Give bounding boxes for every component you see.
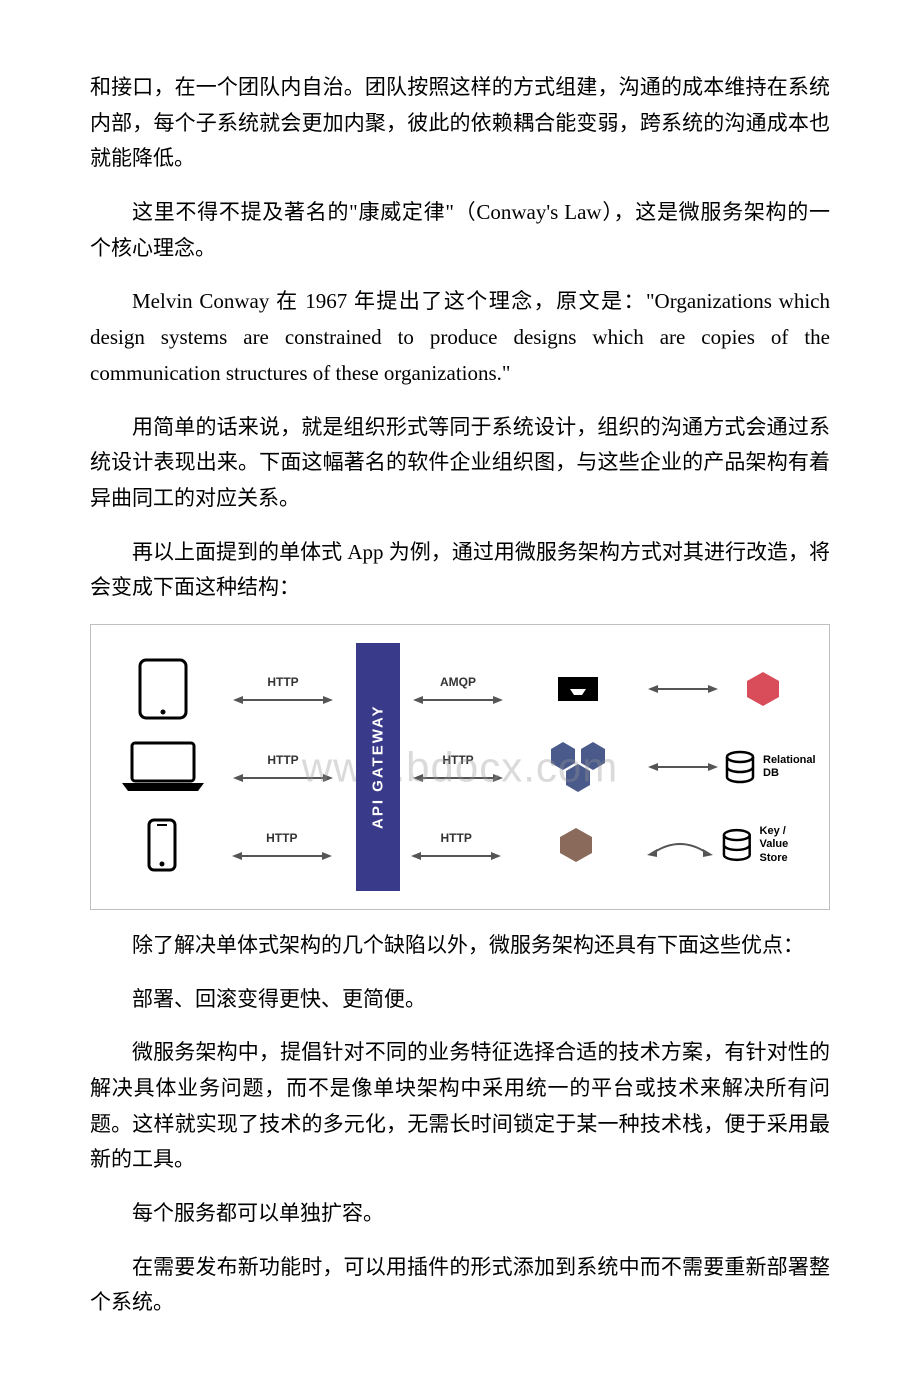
bidir-arrow-icon <box>413 694 503 706</box>
db-label: Key / ValueStore <box>760 825 817 865</box>
bidir-arrow-icon <box>232 850 332 862</box>
paragraph: 每个服务都可以单独扩容。 <box>90 1196 830 1232</box>
phone-icon <box>146 817 178 873</box>
bidir-arrow-icon <box>233 772 333 784</box>
laptop-icon <box>118 739 208 795</box>
diagram-row: HTTP HTTP <box>103 813 817 877</box>
protocol-label: HTTP <box>267 672 298 692</box>
architecture-diagram: www.bdocx.com API GATEWAY HTTP AMQP <box>90 624 830 910</box>
bidir-arrow-icon <box>233 694 333 706</box>
bidir-arrow-icon <box>411 850 501 862</box>
api-gateway-block: API GATEWAY <box>356 643 400 891</box>
paragraph: 部署、回滚变得更快、更简便。 <box>90 982 830 1018</box>
protocol-label: HTTP <box>267 750 298 770</box>
bidir-arrow-icon <box>413 772 503 784</box>
database-icon <box>720 828 754 862</box>
protocol-label: AMQP <box>440 672 476 692</box>
bidir-arrow-icon <box>648 683 718 695</box>
paragraph: Melvin Conway 在 1967 年提出了这个理念，原文是："Organ… <box>90 284 830 391</box>
protocol-label: HTTP <box>266 828 297 848</box>
api-gateway-label: API GATEWAY <box>365 705 391 830</box>
protocol-label: HTTP <box>442 750 473 770</box>
hexagon-icon <box>556 825 596 865</box>
protocol-label: HTTP <box>441 828 472 848</box>
paragraph: 除了解决单体式架构的几个缺陷以外，微服务架构还具有下面这些优点： <box>90 928 830 964</box>
paragraph: 用简单的话来说，就是组织形式等同于系统设计，组织的沟通方式会通过系统设计表现出来… <box>90 410 830 517</box>
paragraph: 微服务架构中，提倡针对不同的业务特征选择合适的技术方案，有针对性的解决具体业务问… <box>90 1035 830 1178</box>
paragraph: 和接口，在一个团队内自治。团队按照这样的方式组建，沟通的成本维持在系统内部，每个… <box>90 70 830 177</box>
bidir-arrow-icon <box>648 761 718 773</box>
paragraph: 这里不得不提及著名的"康威定律"（Conway's Law），这是微服务架构的一… <box>90 195 830 266</box>
db-label: RelationalDB <box>763 754 816 780</box>
hexagon-icon <box>743 669 783 709</box>
curved-arrow-icon <box>645 833 715 857</box>
tablet-icon <box>137 657 189 721</box>
paragraph: 再以上面提到的单体式 App 为例，通过用微服务架构方式对其进行改造，将会变成下… <box>90 535 830 606</box>
inbox-icon <box>554 673 602 705</box>
diagram-row: HTTP HTTP <box>103 735 817 799</box>
hexagon-cluster-icon <box>541 739 615 795</box>
diagram-row: HTTP AMQP <box>103 657 817 721</box>
database-icon <box>723 750 757 784</box>
paragraph: 在需要发布新功能时，可以用插件的形式添加到系统中而不需要重新部署整个系统。 <box>90 1250 830 1321</box>
